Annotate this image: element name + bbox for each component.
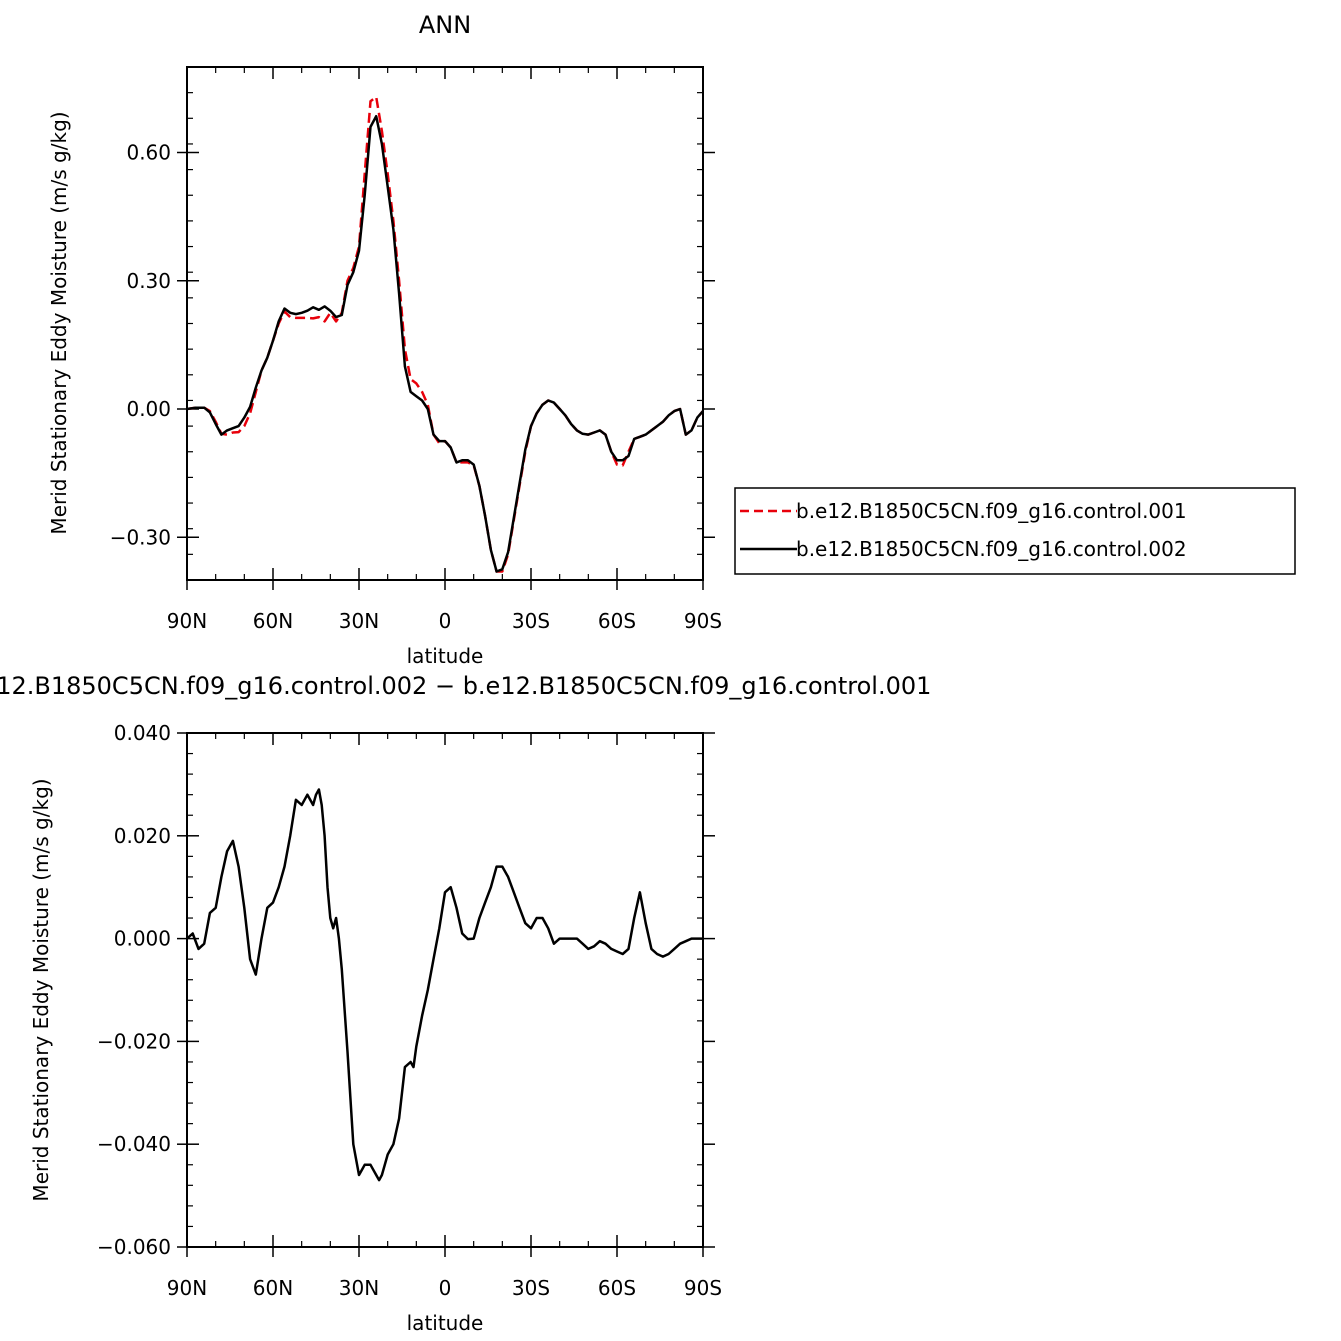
bottom-x-tick-label: 30S [512, 1276, 550, 1300]
top-x-tick-label: 30N [339, 609, 379, 633]
top-series-line-2 [186, 114, 704, 573]
bottom-plot-frame [186, 732, 704, 1248]
bottom-series-lines [186, 788, 703, 1182]
top-series-line-1 [186, 95, 704, 573]
top-y-tick-label: 0.00 [126, 397, 171, 421]
bottom-y-tick-label: −0.040 [97, 1132, 171, 1156]
top-y-axis-title: Merid Stationary Eddy Moisture (m/s g/kg… [47, 111, 71, 534]
top-x-tick-label: 90S [684, 609, 722, 633]
bottom-y-tick-label: 0.020 [114, 824, 171, 848]
bottom-y-tick-label: 0.000 [114, 927, 171, 951]
bottom-x-tick-label: 90S [684, 1276, 722, 1300]
bottom-panel: b.e12.B1850C5CN.f09_g16.control.002 − b.… [0, 672, 931, 1335]
legend: b.e12.B1850C5CN.f09_g16.control.001 b.e1… [734, 487, 1296, 575]
bottom-axis-ticks [177, 732, 715, 1257]
top-x-tick-label: 60N [253, 609, 293, 633]
top-panel: ANN 90N 60N 30N 0 30S 60S 90S −0.30 0.00 0.30 0.60… [47, 11, 722, 668]
top-plot-frame [186, 66, 704, 581]
top-x-tick-label: 90N [167, 609, 207, 633]
top-x-tick-label: 30S [512, 609, 550, 633]
bottom-y-axis-title: Merid Stationary Eddy Moisture (m/s g/kg… [29, 778, 53, 1201]
bottom-x-tick-label: 0 [439, 1276, 452, 1300]
bottom-x-axis-title: latitude [407, 1311, 484, 1335]
legend-label-control-002: b.e12.B1850C5CN.f09_g16.control.002 [796, 537, 1187, 561]
legend-label-control-001: b.e12.B1850C5CN.f09_g16.control.001 [796, 499, 1187, 523]
bottom-panel-title: b.e12.B1850C5CN.f09_g16.control.002 − b.… [0, 672, 931, 700]
legend-box [734, 487, 1296, 575]
top-x-tick-label: 0 [439, 609, 452, 633]
top-panel-title: ANN [419, 11, 471, 39]
top-tick-labels: 90N 60N 30N 0 30S 60S 90S −0.30 0.00 0.30 0.60 [110, 141, 722, 634]
top-y-tick-label: −0.30 [110, 525, 171, 549]
top-series-lines [186, 95, 704, 573]
bottom-x-tick-label: 60N [253, 1276, 293, 1300]
top-y-tick-label: 0.30 [126, 269, 171, 293]
top-x-tick-label: 60S [598, 609, 636, 633]
bottom-tick-labels: 90N 60N 30N 0 30S 60S 90S −0.060 −0.040 −0.020 0.0… [97, 721, 722, 1300]
bottom-series-line-1 [186, 788, 703, 1182]
bottom-y-tick-label: 0.040 [114, 721, 171, 745]
top-axis-ticks [177, 66, 715, 590]
top-y-tick-label: 0.60 [126, 141, 171, 165]
bottom-y-tick-label: −0.060 [97, 1235, 171, 1259]
bottom-x-tick-label: 60S [598, 1276, 636, 1300]
top-x-axis-title: latitude [407, 644, 484, 668]
bottom-x-tick-label: 90N [167, 1276, 207, 1300]
bottom-x-tick-label: 30N [339, 1276, 379, 1300]
bottom-y-tick-label: −0.020 [97, 1029, 171, 1053]
